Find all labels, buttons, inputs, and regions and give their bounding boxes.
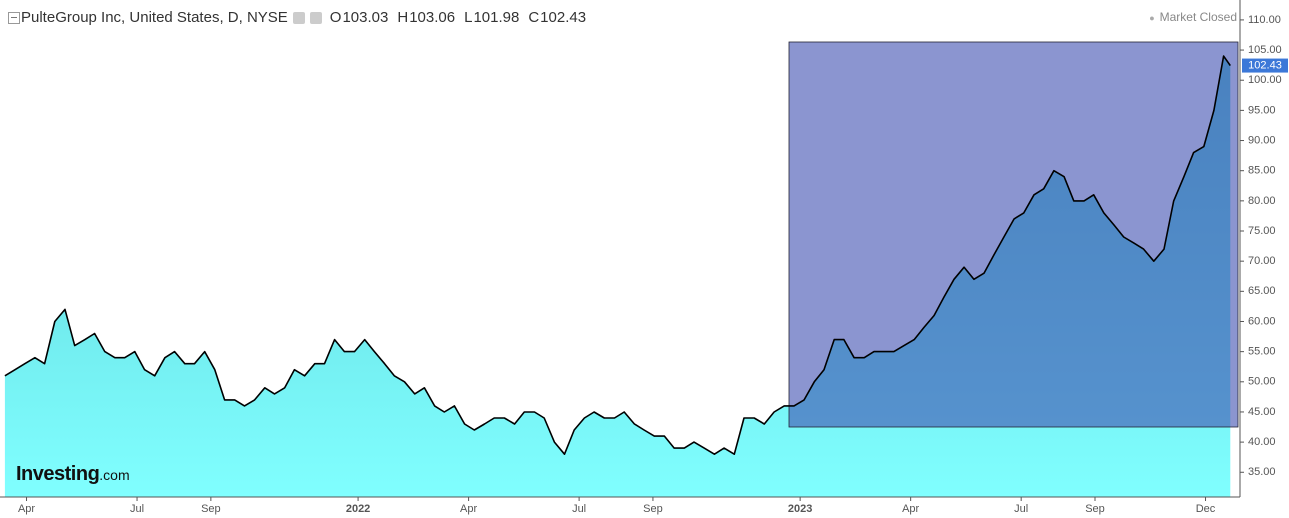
market-status: Market Closed <box>1149 10 1237 24</box>
y-tick-label: 40.00 <box>1248 436 1276 448</box>
close-label: C <box>528 9 540 26</box>
y-tick-label: 70.00 <box>1248 255 1276 267</box>
y-tick-label: 110.00 <box>1248 14 1281 26</box>
y-tick-label: 85.00 <box>1248 165 1276 177</box>
last-price-box <box>1242 58 1288 73</box>
x-tick-label: Sep <box>1085 503 1105 515</box>
y-tick-label: 35.00 <box>1248 466 1276 478</box>
open-label: O <box>329 9 342 26</box>
y-tick-label: 105.00 <box>1248 44 1282 56</box>
y-tick-label: 90.00 <box>1248 134 1276 146</box>
watermark-suffix: .com <box>99 467 130 483</box>
y-tick-label: 60.00 <box>1248 315 1276 327</box>
x-tick-label: Jul <box>130 503 144 515</box>
x-tick-label: Apr <box>18 503 35 515</box>
high-label: H <box>397 9 409 26</box>
y-tick-label: 80.00 <box>1248 195 1276 207</box>
header: PulteGroup Inc, United States, D, NYSE O… <box>8 9 587 26</box>
x-tick-label: Dec <box>1196 503 1216 515</box>
y-tick-label: 95.00 <box>1248 104 1276 116</box>
x-tick-label: 2022 <box>346 503 370 515</box>
y-tick-label: 55.00 <box>1248 346 1276 358</box>
x-tick-label: Sep <box>201 503 221 515</box>
watermark: Investing.com <box>16 463 130 486</box>
y-tick-label: 45.00 <box>1248 406 1276 418</box>
low-value: 101.98 <box>473 9 520 26</box>
x-tick-label: Jul <box>572 503 586 515</box>
y-tick-label: 75.00 <box>1248 225 1276 237</box>
y-tick-label: 50.00 <box>1248 376 1276 388</box>
x-tick-label: Apr <box>460 503 477 515</box>
low-label: L <box>464 9 473 26</box>
symbol-title: PulteGroup Inc, United States, D, NYSE <box>21 9 288 26</box>
high-value: 103.06 <box>409 9 456 26</box>
x-tick-label: Apr <box>902 503 919 515</box>
watermark-brand: Investing <box>16 463 100 485</box>
config-icon[interactable] <box>309 11 322 24</box>
x-tick-label: 2023 <box>788 503 812 515</box>
open-value: 103.03 <box>342 9 389 26</box>
collapse-icon[interactable] <box>8 11 20 24</box>
close-value: 102.43 <box>540 9 587 26</box>
x-tick-label: Sep <box>643 503 663 515</box>
settings-icon[interactable] <box>292 11 305 24</box>
price-line <box>4 55 1231 455</box>
highlight-box <box>788 41 1239 428</box>
x-tick-label: Jul <box>1014 503 1028 515</box>
y-tick-label: 100.00 <box>1248 74 1282 86</box>
last-price-label: 102.43 <box>1248 59 1282 71</box>
y-tick-label: 65.00 <box>1248 285 1276 297</box>
